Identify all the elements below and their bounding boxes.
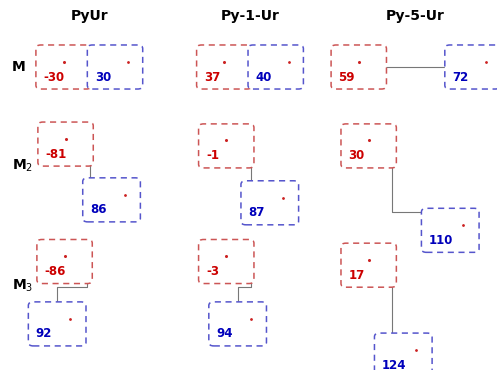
Text: 30: 30 xyxy=(348,150,364,162)
FancyBboxPatch shape xyxy=(36,45,92,89)
Text: 87: 87 xyxy=(248,206,264,219)
FancyBboxPatch shape xyxy=(38,122,94,166)
Text: M: M xyxy=(12,60,26,74)
Text: Py-1-Ur: Py-1-Ur xyxy=(220,9,280,22)
Text: -86: -86 xyxy=(44,265,66,278)
Text: M$_3$: M$_3$ xyxy=(12,277,33,294)
Text: 92: 92 xyxy=(36,327,52,340)
Text: 37: 37 xyxy=(204,71,220,83)
Text: Py-5-Ur: Py-5-Ur xyxy=(386,9,445,22)
Text: -3: -3 xyxy=(206,265,219,278)
Text: M$_2$: M$_2$ xyxy=(12,158,33,174)
Text: -81: -81 xyxy=(46,148,66,160)
FancyBboxPatch shape xyxy=(28,302,86,346)
FancyBboxPatch shape xyxy=(82,178,140,222)
Text: PyUr: PyUr xyxy=(70,9,108,22)
Text: 124: 124 xyxy=(382,359,406,372)
FancyBboxPatch shape xyxy=(374,333,432,374)
Text: 94: 94 xyxy=(216,327,232,340)
Text: 86: 86 xyxy=(90,203,106,217)
FancyBboxPatch shape xyxy=(422,208,479,252)
FancyBboxPatch shape xyxy=(241,181,298,225)
Text: 40: 40 xyxy=(256,71,272,83)
FancyBboxPatch shape xyxy=(248,45,304,89)
FancyBboxPatch shape xyxy=(88,45,142,89)
Text: -30: -30 xyxy=(44,71,64,83)
Text: 72: 72 xyxy=(452,71,468,83)
FancyBboxPatch shape xyxy=(198,124,254,168)
FancyBboxPatch shape xyxy=(37,239,92,283)
Text: -1: -1 xyxy=(206,150,219,162)
FancyBboxPatch shape xyxy=(198,239,254,283)
Text: 17: 17 xyxy=(348,269,364,282)
FancyBboxPatch shape xyxy=(196,45,252,89)
FancyBboxPatch shape xyxy=(209,302,266,346)
Text: 30: 30 xyxy=(94,71,111,83)
FancyBboxPatch shape xyxy=(445,45,500,89)
Text: 110: 110 xyxy=(429,234,453,247)
Text: 59: 59 xyxy=(338,71,355,83)
FancyBboxPatch shape xyxy=(331,45,386,89)
FancyBboxPatch shape xyxy=(341,124,396,168)
FancyBboxPatch shape xyxy=(341,243,396,287)
